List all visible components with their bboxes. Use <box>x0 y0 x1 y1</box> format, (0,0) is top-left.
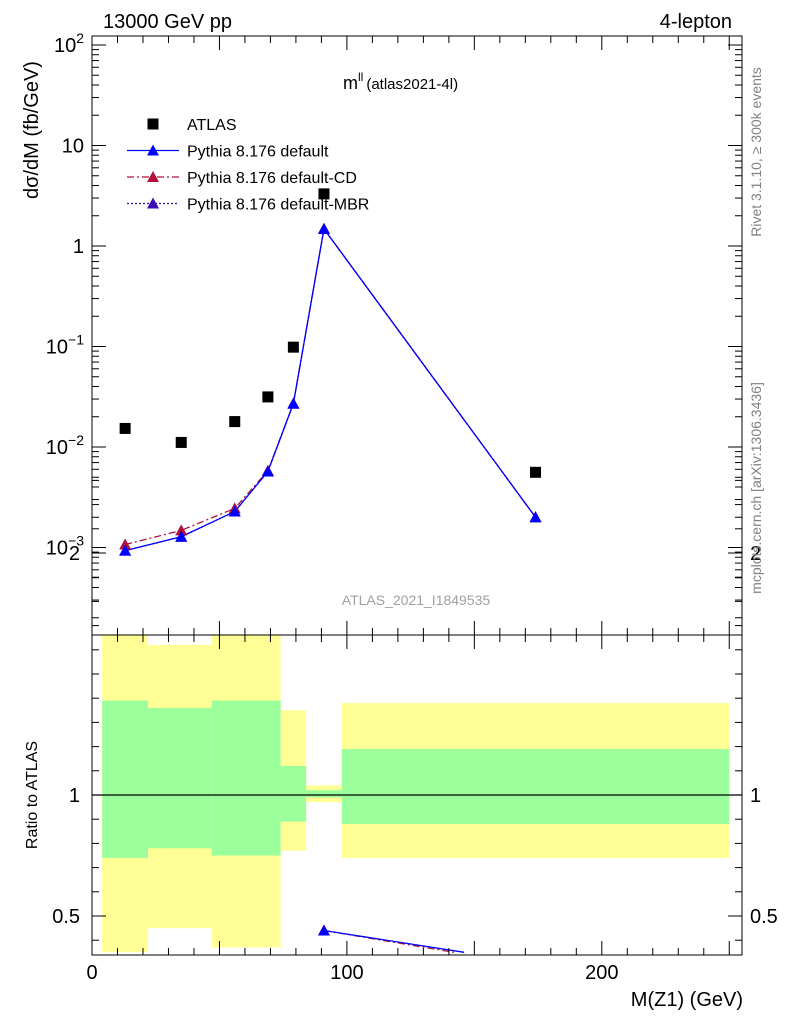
atlas-point <box>119 422 131 434</box>
ratio-y-tick-label-left: 1 <box>69 785 80 807</box>
main-y-tick-exponent: −3 <box>68 533 84 549</box>
ratio-band-inner <box>148 707 212 849</box>
atlas-point <box>287 341 299 353</box>
ratio-bands <box>102 635 730 953</box>
series-line <box>124 227 537 552</box>
main-y-tick-exponent: 2 <box>76 30 84 46</box>
atlas-point <box>318 188 330 200</box>
ratio-axes: 0.5 0.5 1 1 2 2 0 100 200 <box>52 479 778 984</box>
series-line <box>124 227 537 546</box>
header-left: 13000 GeV pp <box>103 11 232 33</box>
chart-title-superscript: ll <box>358 70 363 84</box>
main-y-tick-base: 10 <box>54 35 76 57</box>
mc-point <box>317 222 330 234</box>
ratio-y-tick-label-right: 0.5 <box>750 906 778 928</box>
x-tick-label: 100 <box>330 962 363 984</box>
chart-title-main: m <box>343 73 358 93</box>
legend-label: Pythia 8.176 default-MBR <box>187 197 369 214</box>
main-y-tick-base: 10 <box>62 136 84 158</box>
rivet-label: Rivet 3.1.10, ≥ 300k events <box>748 67 764 237</box>
main-y-tick-label: 10−2 <box>46 432 84 459</box>
header-right: 4-lepton <box>660 11 732 33</box>
ratio-band-inner <box>280 765 307 822</box>
mc-point <box>228 505 241 517</box>
legend-marker-triangle <box>147 171 159 182</box>
ratio-y-tick-label-right: 2 <box>750 543 761 565</box>
main-y-tick-base: 10 <box>46 538 68 560</box>
main-data <box>119 188 542 556</box>
x-axis-label: M(Z1) (GeV) <box>631 989 743 1011</box>
ratio-y-tick-label-right: 1 <box>750 785 761 807</box>
legend-label: Pythia 8.176 default-CD <box>187 170 357 187</box>
chart-title-detail: (atlas2021-4l) <box>366 76 458 93</box>
mc-point <box>175 524 188 536</box>
legend-label: ATLAS <box>187 117 237 134</box>
main-y-tick-label: 10−1 <box>46 332 84 359</box>
main-y-tick-base: 10 <box>46 337 68 359</box>
site-label: mcplots.cern.ch [arXiv:1306.3436] <box>748 382 764 594</box>
analysis-watermark: ATLAS_2021_I1849535 <box>342 592 491 608</box>
mc-point <box>529 511 542 523</box>
chart-title: mll (atlas2021-4l) <box>343 70 458 93</box>
main-y-axis-label: dσ/dM (fb/GeV) <box>21 61 43 199</box>
legend-label: Pythia 8.176 default <box>187 144 329 161</box>
ratio-point <box>317 924 330 936</box>
atlas-point <box>262 391 274 403</box>
mc-point <box>287 397 300 409</box>
mc-point <box>175 530 188 542</box>
ratio-y-tick-label-left: 0.5 <box>52 906 80 928</box>
legend-marker-triangle <box>147 144 159 156</box>
ratio-band-inner <box>306 790 342 798</box>
main-y-tick-exponent: −2 <box>68 432 84 448</box>
x-tick-label: 0 <box>86 962 97 984</box>
ratio-band-inner <box>211 700 281 856</box>
atlas-point <box>175 436 187 448</box>
mc-point <box>119 538 132 550</box>
main-y-tick-base: 10 <box>46 437 68 459</box>
ratio-y-tick-label-left: 2 <box>69 543 80 565</box>
main-y-tick-label: 1 <box>73 236 84 258</box>
ratio-band-inner <box>102 700 149 858</box>
ratio-panel: 0.5 0.5 1 1 2 2 0 100 200 <box>52 479 778 984</box>
mc-point <box>261 465 274 477</box>
ratio-y-axis-label: Ratio to ATLAS <box>24 741 41 849</box>
main-y-tick-label: 10−3 <box>46 533 84 560</box>
main-y-tick-base: 1 <box>73 236 84 258</box>
main-y-tick-label: 102 <box>54 30 84 57</box>
mc-point <box>119 544 132 556</box>
series-line <box>124 227 537 552</box>
main-y-tick-label: 10 <box>62 136 84 158</box>
x-tick-label: 200 <box>585 962 618 984</box>
legend-marker-triangle <box>147 197 159 209</box>
ratio-data <box>92 794 742 953</box>
legend-marker-square <box>147 118 159 130</box>
legend: ATLAS Pythia 8.176 default Pythia 8.176 de… <box>127 117 369 214</box>
ratio-band-inner <box>341 749 730 825</box>
main-y-tick-exponent: −1 <box>68 332 84 348</box>
atlas-point <box>530 466 542 478</box>
ratio-series-line <box>323 929 465 953</box>
atlas-point <box>229 416 241 428</box>
